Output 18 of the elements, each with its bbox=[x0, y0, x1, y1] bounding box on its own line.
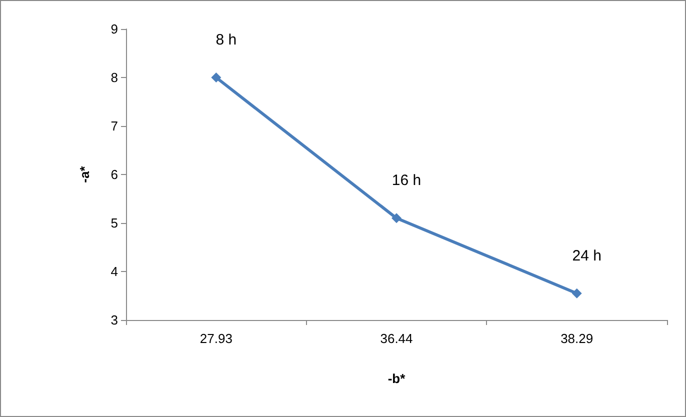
annotation: 16 h bbox=[392, 172, 422, 190]
y-tick-label: 4 bbox=[110, 264, 118, 279]
y-axis-title: -a* bbox=[77, 165, 92, 183]
y-tick-label: 9 bbox=[110, 22, 118, 36]
point bbox=[572, 288, 582, 298]
y-tick-label: 6 bbox=[110, 167, 118, 182]
y-tick-label: 8 bbox=[110, 70, 118, 85]
point bbox=[392, 213, 402, 224]
x-tick-label: 36.44 bbox=[380, 331, 413, 346]
point bbox=[211, 72, 222, 82]
y-tick-label: 3 bbox=[110, 312, 118, 328]
y-tick-label: 7 bbox=[110, 118, 118, 134]
annotation: 24 h bbox=[572, 247, 602, 264]
annotation: 8 h bbox=[216, 32, 237, 48]
y-tick-label: 5 bbox=[110, 216, 118, 230]
x-tick-label: 27.93 bbox=[200, 331, 232, 346]
x-axis-title: -b* bbox=[388, 371, 406, 386]
x-tick-label: 38.29 bbox=[560, 331, 594, 346]
